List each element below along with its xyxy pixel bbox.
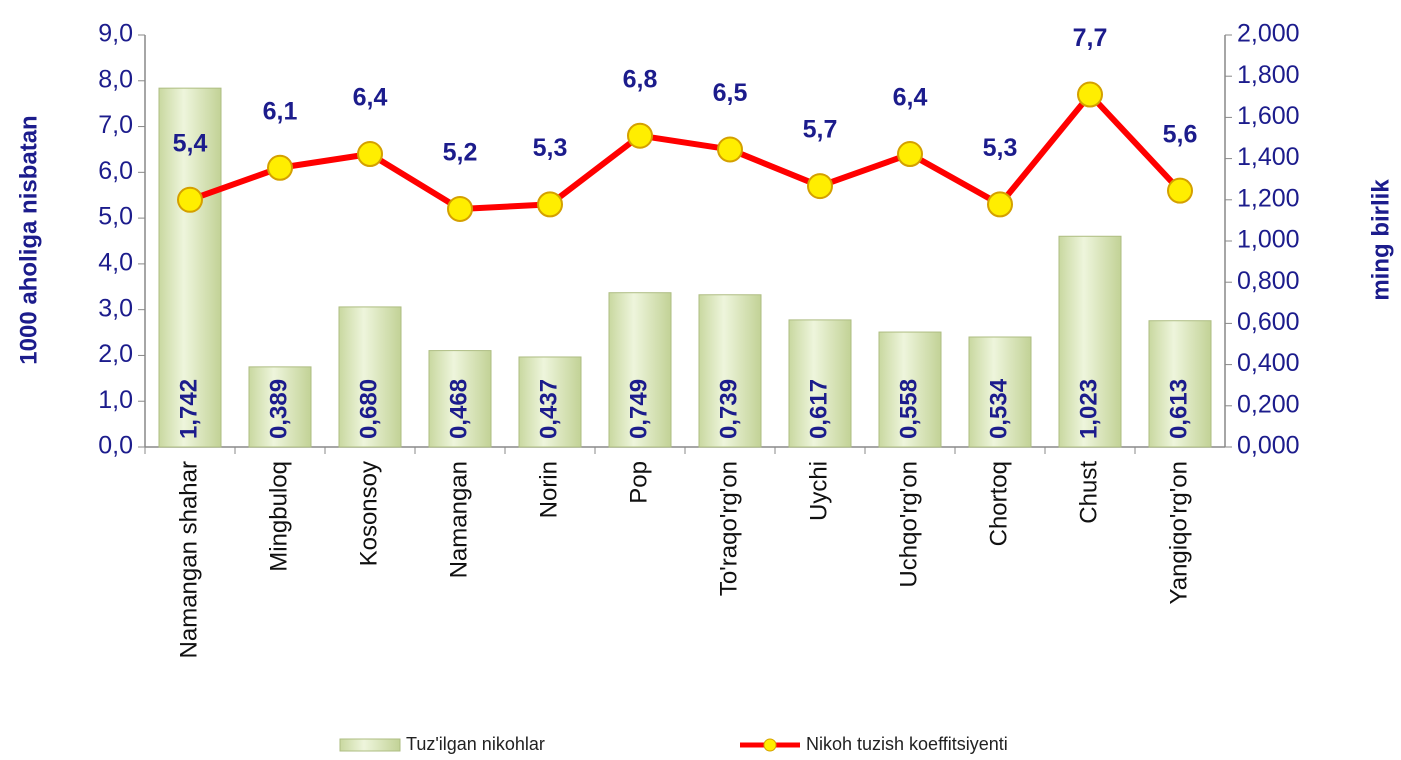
bar — [248, 366, 312, 448]
legend-label: Tuz'ilgan nikohlar — [406, 734, 545, 754]
bar — [608, 292, 672, 448]
y-tick-label: 0,0 — [98, 432, 133, 460]
legend-label: Nikoh tuzish koeffitsiyenti — [806, 734, 1008, 754]
y2-tick-label: 1,200 — [1237, 184, 1300, 212]
bar — [518, 356, 582, 448]
x-tick-label: Mingbuloq — [265, 461, 292, 572]
bar — [338, 306, 402, 448]
line-marker — [1077, 81, 1103, 108]
y-tick-label: 5,0 — [98, 203, 133, 231]
y2-tick-label: 1,600 — [1237, 102, 1300, 130]
line-value-label: 5,7 — [803, 116, 838, 144]
line-value-label: 7,7 — [1073, 24, 1108, 52]
bar — [698, 294, 762, 448]
y2-tick-label: 1,400 — [1237, 143, 1300, 171]
bar — [1058, 235, 1122, 448]
line-marker — [267, 154, 293, 181]
x-tick-label: Norin — [535, 461, 562, 518]
line-value-label: 5,4 — [173, 129, 208, 157]
y2-tick-label: 1,000 — [1237, 226, 1300, 254]
line-value-label: 5,3 — [533, 134, 568, 162]
y2-tick-label: 0,800 — [1237, 267, 1300, 295]
y-tick-label: 4,0 — [98, 248, 133, 276]
bar — [428, 350, 492, 448]
line-marker — [537, 191, 563, 218]
y-tick-label: 8,0 — [98, 65, 133, 93]
line-marker — [177, 186, 203, 213]
bar-value-label: 0,680 — [355, 379, 382, 439]
y2-tick-label: 0,000 — [1237, 432, 1300, 460]
x-tick-label: Namangan — [445, 461, 472, 578]
bar-value-label: 0,558 — [895, 379, 922, 439]
bar — [158, 87, 222, 448]
y2-tick-label: 0,600 — [1237, 308, 1300, 336]
line-value-label: 6,1 — [263, 97, 298, 125]
x-tick-label: Pop — [625, 461, 652, 504]
y2-tick-label: 0,200 — [1237, 390, 1300, 418]
bar — [1148, 320, 1212, 448]
x-tick-label: Chust — [1075, 461, 1102, 524]
bar-value-label: 0,617 — [805, 379, 832, 439]
bar-value-label: 0,437 — [535, 379, 562, 439]
line-value-label: 6,5 — [713, 79, 748, 107]
x-tick-label: Namangan shahar — [175, 461, 202, 658]
bar-value-label: 0,534 — [985, 378, 1012, 439]
legend-marker — [763, 738, 777, 752]
x-tick-label: Chortoq — [985, 461, 1012, 546]
line-marker — [447, 195, 473, 222]
line-marker — [357, 141, 383, 168]
bar — [878, 331, 942, 448]
bar — [788, 319, 852, 448]
line-value-label: 6,4 — [353, 84, 388, 112]
line-marker — [627, 122, 653, 149]
x-tick-label: Uchqo'rg'on — [895, 461, 922, 588]
bar-value-label: 0,739 — [715, 379, 742, 439]
line — [188, 91, 1183, 212]
line-value-label: 6,4 — [893, 84, 928, 112]
x-tick-label: Kosonsoy — [355, 461, 382, 566]
x-tick-label: Yangiqo'rg'on — [1165, 461, 1192, 605]
y2-axis-label: ming birlik — [1367, 179, 1394, 301]
bar-value-label: 0,613 — [1165, 379, 1192, 439]
y-tick-label: 6,0 — [98, 157, 133, 185]
bar-value-label: 0,468 — [445, 379, 472, 439]
bar — [968, 336, 1032, 448]
line-value-label: 6,8 — [623, 65, 658, 93]
line-marker — [807, 173, 833, 200]
line-marker — [987, 191, 1013, 218]
y-axis-label: 1000 aholiga nisbatan — [15, 115, 42, 364]
y-tick-label: 3,0 — [98, 294, 133, 322]
legend-swatch — [339, 738, 401, 752]
bar-value-label: 0,749 — [625, 379, 652, 439]
y-tick-label: 2,0 — [98, 340, 133, 368]
bar-value-label: 1,742 — [175, 379, 202, 439]
y-tick-label: 9,0 — [98, 20, 133, 48]
x-tick-label: Uychi — [805, 461, 832, 521]
line-value-label: 5,3 — [983, 134, 1018, 162]
bar-value-label: 1,023 — [1075, 379, 1102, 439]
y2-tick-label: 0,400 — [1237, 349, 1300, 377]
y-tick-label: 1,0 — [98, 386, 133, 414]
bar-value-label: 0,389 — [265, 379, 292, 439]
y2-tick-label: 2,000 — [1237, 20, 1300, 48]
line-value-label: 5,2 — [443, 139, 478, 167]
line-marker — [897, 141, 923, 168]
x-tick-label: To'raqo'rg'on — [715, 461, 742, 596]
line-value-label: 5,6 — [1163, 120, 1198, 148]
y-tick-label: 7,0 — [98, 111, 133, 139]
line-marker — [717, 136, 743, 163]
y2-tick-label: 1,800 — [1237, 61, 1300, 89]
line-marker — [1167, 177, 1193, 204]
